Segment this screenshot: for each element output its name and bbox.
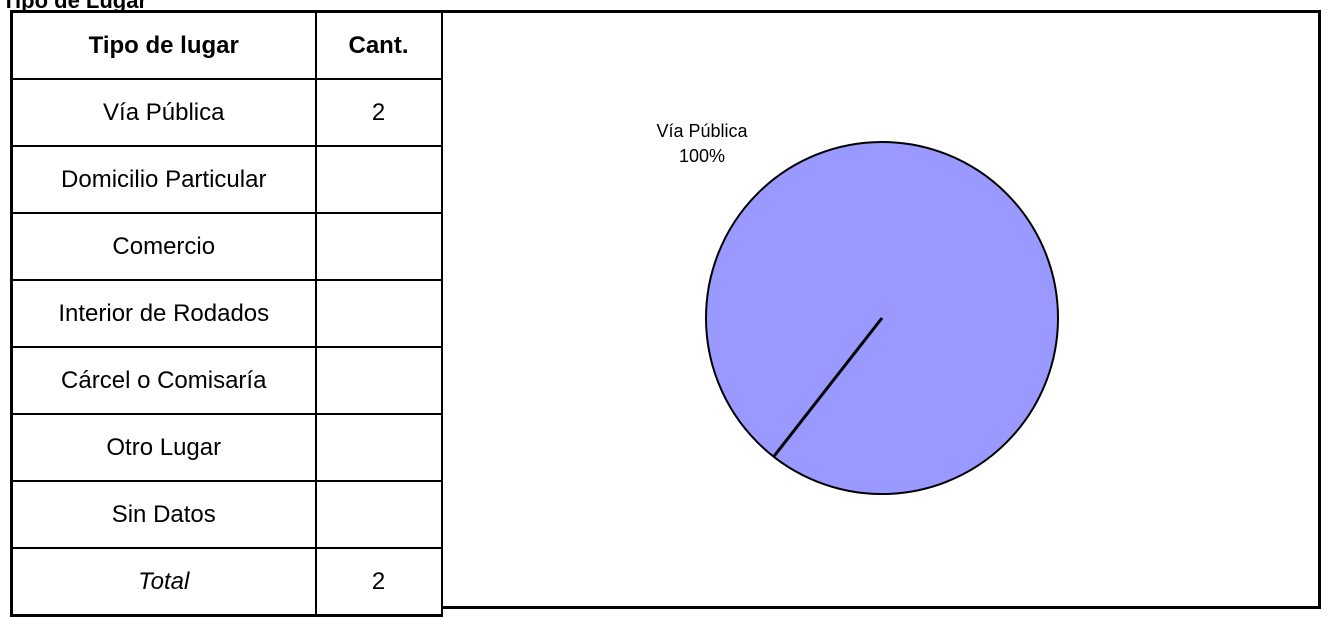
page-title: Tipo de Lugar <box>2 0 147 10</box>
row-label: Otro Lugar <box>10 413 317 482</box>
column-header-count: Cant. <box>314 10 443 80</box>
total-row: Total 2 <box>10 547 443 617</box>
pie-label-name: Vía Pública <box>656 121 748 141</box>
row-value <box>314 212 443 281</box>
total-value: 2 <box>314 547 443 617</box>
table-row: Sin Datos <box>10 480 443 549</box>
table-row: Cárcel o Comisaría <box>10 346 443 415</box>
pie-chart-area: Vía Pública 100% <box>441 10 1321 609</box>
row-label: Domicilio Particular <box>10 145 317 214</box>
row-value: 2 <box>314 78 443 147</box>
column-header-type: Tipo de lugar <box>10 10 317 80</box>
table-row: Vía Pública 2 <box>10 78 443 147</box>
clipped-title-strip: Tipo de Lugar <box>0 0 1328 10</box>
pie-chart: Vía Pública 100% <box>656 121 1059 495</box>
row-value <box>314 413 443 482</box>
places-table: Tipo de lugar Cant. Vía Pública 2 Domici… <box>10 10 443 617</box>
row-label: Sin Datos <box>10 480 317 549</box>
table-row: Comercio <box>10 212 443 281</box>
total-label: Total <box>10 547 317 617</box>
row-label: Comercio <box>10 212 317 281</box>
table-row: Interior de Rodados <box>10 279 443 348</box>
row-label: Interior de Rodados <box>10 279 317 348</box>
row-label: Cárcel o Comisaría <box>10 346 317 415</box>
pie-label-percent: 100% <box>679 146 725 166</box>
row-value <box>314 145 443 214</box>
row-label: Vía Pública <box>10 78 317 147</box>
table-row: Otro Lugar <box>10 413 443 482</box>
row-value <box>314 346 443 415</box>
table-header-row: Tipo de lugar Cant. <box>10 10 443 80</box>
pie-slice-edge <box>772 317 884 458</box>
table-row: Domicilio Particular <box>10 145 443 214</box>
row-value <box>314 279 443 348</box>
row-value <box>314 480 443 549</box>
